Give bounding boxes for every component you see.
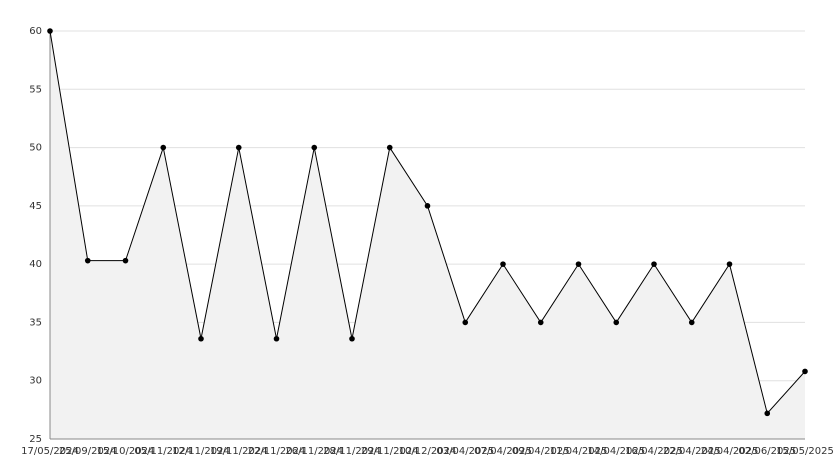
marker bbox=[537, 319, 544, 326]
marker bbox=[575, 261, 582, 267]
marker bbox=[688, 319, 695, 326]
y-tick-label: 25 bbox=[29, 434, 42, 445]
x-tick-label: 17/05/2024 bbox=[21, 446, 79, 457]
x-tick-label: 03/04/2025 bbox=[436, 446, 494, 457]
x-tick-label: 22/11/2024 bbox=[248, 446, 306, 457]
marker bbox=[198, 335, 204, 342]
x-tick-label: 15/05/2025 bbox=[776, 446, 834, 457]
x-tick-label: 02/06/2025 bbox=[738, 446, 796, 457]
y-tick-label: 55 bbox=[29, 84, 42, 95]
marker bbox=[462, 319, 469, 326]
x-tick-label: 05/11/2024 bbox=[134, 446, 192, 457]
x-tick-label: 10/12/2024 bbox=[399, 446, 457, 457]
y-tick-label: 60 bbox=[29, 26, 42, 37]
y-tick-label: 35 bbox=[29, 317, 42, 328]
marker bbox=[802, 368, 808, 375]
x-tick-label: 28/11/2024 bbox=[323, 446, 381, 457]
x-tick-label: 09/04/2025 bbox=[512, 446, 570, 457]
marker bbox=[500, 261, 506, 267]
marker bbox=[311, 144, 318, 151]
x-tick-label: 19/11/2024 bbox=[210, 446, 268, 457]
marker bbox=[386, 144, 393, 151]
marker bbox=[764, 410, 771, 417]
marker bbox=[651, 261, 657, 267]
area bbox=[50, 31, 805, 439]
marker bbox=[273, 335, 280, 342]
x-tick-label: 16/04/2025 bbox=[625, 446, 683, 457]
marker bbox=[613, 319, 620, 326]
marker bbox=[84, 257, 91, 264]
marker bbox=[47, 28, 53, 34]
x-tick-label: 24/04/2025 bbox=[701, 446, 759, 457]
marker bbox=[349, 335, 355, 342]
y-tick-label: 40 bbox=[29, 259, 42, 270]
marker bbox=[235, 144, 242, 151]
x-tick-label: 12/11/2024 bbox=[172, 446, 230, 457]
x-tick-label: 29/11/2024 bbox=[361, 446, 419, 457]
y-tick-label: 30 bbox=[29, 376, 42, 387]
x-tick-label: 14/04/2025 bbox=[587, 446, 645, 457]
y-tick-label: 50 bbox=[29, 143, 42, 154]
marker bbox=[122, 257, 129, 264]
x-tick-label: 26/11/2024 bbox=[285, 446, 343, 457]
x-tick-label: 11/04/2025 bbox=[550, 446, 608, 457]
x-tick-label: 22/04/2025 bbox=[663, 446, 721, 457]
x-tick-label: 15/10/2024 bbox=[97, 446, 155, 457]
x-tick-label: 25/09/2024 bbox=[59, 446, 117, 457]
marker bbox=[726, 261, 733, 267]
y-tick-label: 45 bbox=[29, 201, 42, 212]
marker bbox=[424, 203, 431, 209]
marker bbox=[160, 144, 167, 151]
x-tick-label: 07/04/2025 bbox=[474, 446, 532, 457]
